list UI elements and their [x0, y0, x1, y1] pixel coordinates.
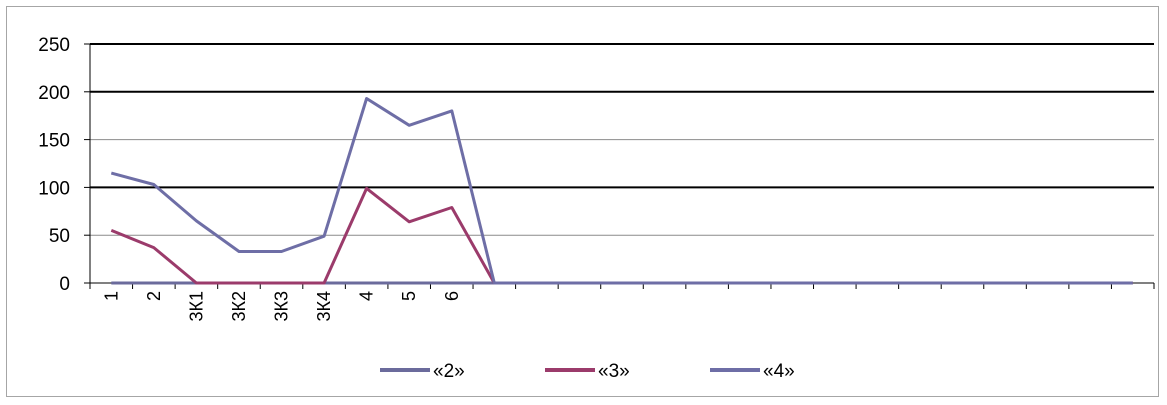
- y-tick-label: 100: [38, 178, 70, 199]
- y-tick-label: 150: [38, 131, 70, 152]
- x-tick-label: 2: [144, 291, 164, 301]
- x-tick-label: 3К3: [272, 291, 292, 322]
- series-line: [110, 97, 1133, 285]
- y-tick-label: 0: [59, 274, 70, 295]
- y-tick-label: 200: [38, 83, 70, 104]
- x-tick-label: 4: [357, 291, 377, 301]
- legend: «2» «3» «4»: [380, 361, 795, 382]
- x-tick-label: 5: [399, 291, 419, 301]
- y-tick-label: 250: [38, 35, 70, 56]
- y-tick-label: 50: [49, 226, 70, 247]
- legend-label: «4»: [763, 361, 795, 382]
- x-tick-label: 3К1: [186, 291, 206, 322]
- x-tick-label: 1: [101, 291, 121, 301]
- chart-frame: [6, 6, 1159, 397]
- y-tick-labels: 0 50 100 150 200 250: [38, 35, 70, 295]
- x-tick-label: 3К4: [314, 291, 334, 322]
- x-tick-label: 3К2: [229, 291, 249, 322]
- gridlines: [90, 43, 1154, 236]
- x-tick-label: 6: [442, 291, 462, 301]
- x-tick-labels: 1 2 3К1 3К2 3К3 3К4 4 5 6: [101, 291, 461, 322]
- series-lines: [110, 97, 1133, 285]
- legend-label: «2»: [433, 361, 465, 382]
- legend-label: «3»: [598, 361, 630, 382]
